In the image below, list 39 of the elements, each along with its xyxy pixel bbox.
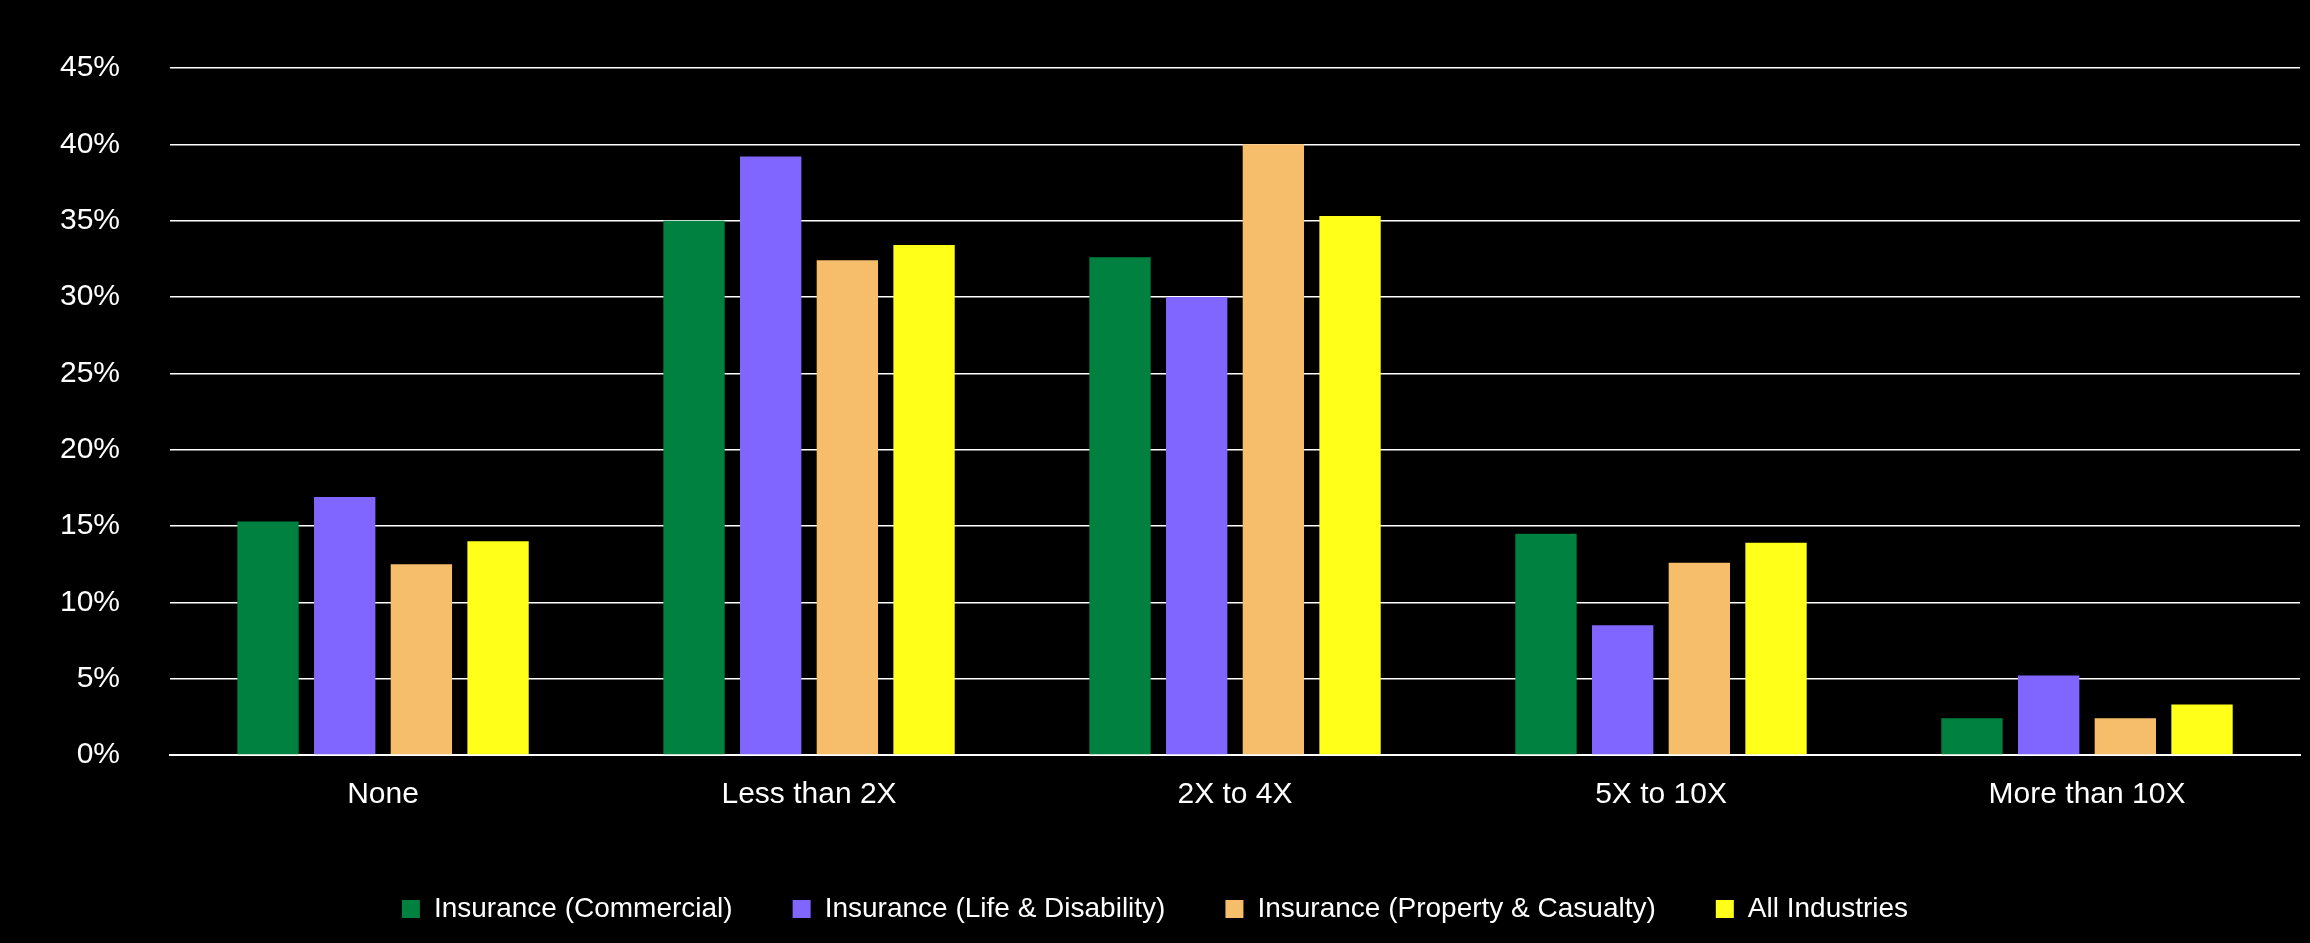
- bar: [1515, 533, 1577, 755]
- bar: [1166, 297, 1228, 755]
- bar: [663, 220, 725, 755]
- bar: [1668, 562, 1731, 755]
- bar: [1319, 216, 1381, 755]
- legend-label: Insurance (Life & Disability): [824, 891, 1166, 923]
- bar: [314, 496, 376, 755]
- legend-label: Insurance (Property & Casualty): [1257, 891, 1656, 923]
- bar: [1242, 144, 1305, 755]
- bar: [237, 521, 299, 755]
- x-tick-label: 2X to 4X: [1177, 776, 1293, 810]
- y-tick-label: 0%: [76, 736, 121, 770]
- y-tick-label: 25%: [60, 354, 121, 388]
- bar: [1089, 257, 1151, 755]
- y-tick-label: 10%: [60, 583, 121, 617]
- legend-label: Insurance (Commercial): [433, 891, 733, 923]
- x-tick-label: Less than 2X: [721, 776, 897, 810]
- x-tick-label: More than 10X: [1988, 776, 2186, 810]
- bar: [816, 260, 879, 755]
- y-tick-label: 15%: [60, 507, 121, 541]
- bar: [740, 156, 802, 755]
- x-tick-label: 5X to 10X: [1595, 776, 1727, 810]
- bar: [1592, 625, 1654, 755]
- bar: [467, 541, 529, 755]
- bar: [2094, 718, 2157, 755]
- x-tick-label: None: [347, 776, 419, 810]
- bar: [2171, 704, 2233, 755]
- y-tick-label: 45%: [60, 49, 121, 83]
- y-tick-label: 30%: [60, 278, 121, 312]
- legend-label: All Industries: [1747, 891, 1909, 923]
- y-tick-label: 5%: [76, 659, 121, 693]
- y-tick-label: 35%: [60, 201, 121, 235]
- y-tick-label: 40%: [60, 125, 121, 159]
- bar: [893, 245, 955, 755]
- bar: [390, 564, 453, 755]
- bar: [1745, 542, 1807, 755]
- bar: [2017, 675, 2080, 755]
- bar: [1941, 718, 2003, 755]
- y-tick-label: 20%: [60, 430, 121, 464]
